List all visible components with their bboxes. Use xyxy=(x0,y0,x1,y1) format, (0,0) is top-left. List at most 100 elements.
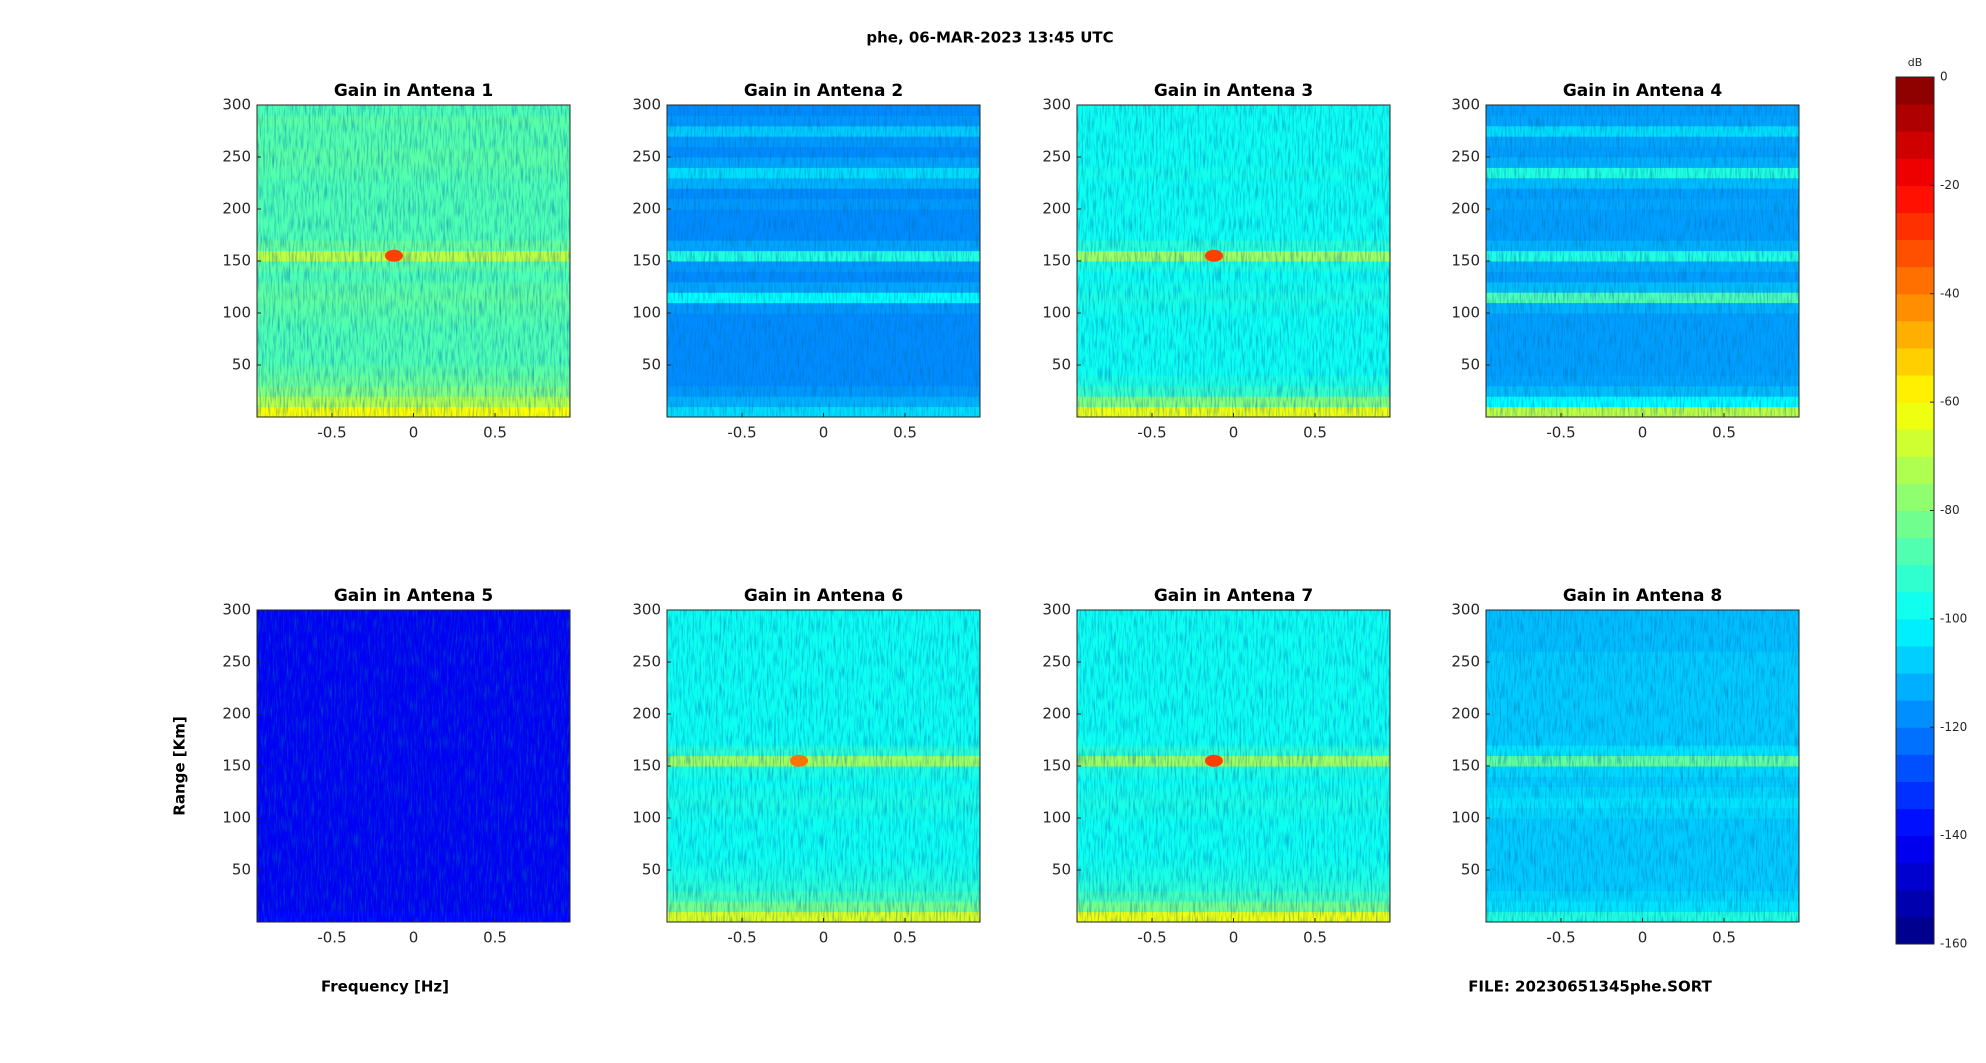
y-tick-label: 150 xyxy=(222,757,251,775)
y-tick-label: 250 xyxy=(222,653,251,671)
colorbar-step xyxy=(1896,239,1934,268)
heatmap-panel: Gain in Antena 5 50 100 150 200 250 300 -0.5 0 0.… xyxy=(222,586,571,947)
colorbar-step xyxy=(1896,185,1934,213)
y-tick-label: 300 xyxy=(632,601,661,619)
colorbar-step xyxy=(1896,347,1934,376)
y-tick-label: 150 xyxy=(632,757,661,775)
colorbar-step xyxy=(1896,781,1934,810)
x-tick-label: -0.5 xyxy=(1137,929,1166,947)
y-tick-label: 250 xyxy=(222,148,251,166)
colorbar-step xyxy=(1896,645,1934,674)
x-tick-label: 0 xyxy=(1638,929,1648,947)
y-tick-label: 200 xyxy=(1042,705,1071,723)
heatmap-panel: Gain in Antena 3 50 100 150 200 250 300 -0.5 0 0.… xyxy=(1042,81,1391,442)
x-tick-label: 0.5 xyxy=(1712,929,1736,947)
colorbar-step xyxy=(1896,131,1934,159)
cells xyxy=(667,610,980,922)
colorbar-tick-label: -40 xyxy=(1940,286,1960,300)
panel-title: Gain in Antena 6 xyxy=(744,586,903,606)
colorbar-step xyxy=(1896,700,1934,728)
colorbar-step xyxy=(1896,158,1934,186)
colorbar-tick-label: 0 xyxy=(1940,70,1948,84)
texture xyxy=(667,105,980,417)
y-tick-label: 200 xyxy=(222,705,251,723)
heatmap-panel: Gain in Antena 8 50 100 150 200 250 300 -0.5 0 0.… xyxy=(1451,586,1800,947)
colorbar-step xyxy=(1896,104,1934,132)
y-tick-label: 250 xyxy=(1451,653,1480,671)
cells xyxy=(1077,610,1390,922)
cells xyxy=(257,105,570,417)
x-tick-label: 0 xyxy=(1638,424,1648,442)
colorbar-step xyxy=(1896,212,1934,241)
x-tick-label: 0.5 xyxy=(893,929,917,947)
colorbar-step xyxy=(1896,862,1934,891)
y-axis-label: Range [Km] xyxy=(171,716,189,815)
colorbar-step xyxy=(1896,916,1934,945)
colorbar-step xyxy=(1896,754,1934,782)
x-tick-label: 0.5 xyxy=(1712,424,1736,442)
colorbar-step xyxy=(1896,402,1934,430)
y-tick-label: 50 xyxy=(642,356,661,374)
x-tick-label: 0.5 xyxy=(1303,929,1327,947)
y-tick-label: 300 xyxy=(1451,601,1480,619)
colorbar-step xyxy=(1896,618,1934,647)
heatmap-panel: Gain in Antena 1 50 100 150 200 250 300 -0.5 0 0.… xyxy=(222,81,571,442)
cells xyxy=(1486,610,1799,922)
y-tick-label: 250 xyxy=(1042,148,1071,166)
colorbar-step xyxy=(1896,77,1934,105)
y-tick-label: 250 xyxy=(632,148,661,166)
y-tick-label: 50 xyxy=(1461,861,1480,879)
x-tick-label: -0.5 xyxy=(317,929,346,947)
colorbar-step xyxy=(1896,483,1934,511)
y-tick-label: 50 xyxy=(1052,356,1071,374)
y-tick-label: 250 xyxy=(632,653,661,671)
cells xyxy=(667,105,980,417)
colorbar-tick-label: -80 xyxy=(1940,503,1960,517)
y-tick-label: 300 xyxy=(222,96,251,114)
y-tick-label: 150 xyxy=(1042,757,1071,775)
x-tick-label: 0 xyxy=(1229,929,1239,947)
x-tick-label: 0.5 xyxy=(893,424,917,442)
y-tick-label: 150 xyxy=(1451,252,1480,270)
y-tick-label: 150 xyxy=(1042,252,1071,270)
heatmap-panel: Gain in Antena 4 50 100 150 200 250 300 -0.5 0 0.… xyxy=(1451,81,1800,442)
colorbar-tick-label: -140 xyxy=(1940,828,1967,842)
colorbar-tick-label: -60 xyxy=(1940,395,1960,409)
y-tick-label: 150 xyxy=(1451,757,1480,775)
y-tick-label: 200 xyxy=(632,200,661,218)
file-label: FILE: 20230651345phe.SORT xyxy=(1468,978,1712,996)
x-tick-label: -0.5 xyxy=(1546,929,1575,947)
texture xyxy=(1486,105,1799,417)
y-tick-label: 100 xyxy=(1451,304,1480,322)
x-tick-label: 0.5 xyxy=(483,929,507,947)
texture xyxy=(1486,610,1799,922)
y-tick-label: 200 xyxy=(632,705,661,723)
y-tick-label: 50 xyxy=(232,356,251,374)
colorbar-tick-label: -100 xyxy=(1940,611,1967,625)
texture xyxy=(257,610,570,922)
x-tick-label: -0.5 xyxy=(727,929,756,947)
y-tick-label: 300 xyxy=(632,96,661,114)
heatmap-panel: Gain in Antena 6 50 100 150 200 250 300 -0.5 0 0.… xyxy=(632,586,981,947)
x-tick-label: 0 xyxy=(1229,424,1239,442)
y-tick-label: 100 xyxy=(632,809,661,827)
heatmap-panel: Gain in Antena 2 50 100 150 200 250 300 -0.5 0 0.… xyxy=(632,81,981,442)
x-tick-label: 0 xyxy=(409,424,419,442)
panel-title: Gain in Antena 7 xyxy=(1154,586,1313,606)
colorbar-step xyxy=(1896,808,1934,837)
colorbar-tick-label: -120 xyxy=(1940,720,1967,734)
peak xyxy=(384,249,403,262)
y-tick-label: 100 xyxy=(632,304,661,322)
x-tick-label: -0.5 xyxy=(317,424,346,442)
y-tick-label: 250 xyxy=(1042,653,1071,671)
panel-title: Gain in Antena 2 xyxy=(744,81,903,101)
colorbar-step xyxy=(1896,835,1934,864)
x-tick-label: 0 xyxy=(819,424,829,442)
x-tick-label: 0 xyxy=(819,929,829,947)
y-tick-label: 50 xyxy=(1461,356,1480,374)
colorbar-step xyxy=(1896,320,1934,349)
x-tick-label: -0.5 xyxy=(1137,424,1166,442)
y-tick-label: 200 xyxy=(1042,200,1071,218)
panel-title: Gain in Antena 5 xyxy=(334,586,493,606)
y-tick-label: 50 xyxy=(1052,861,1071,879)
